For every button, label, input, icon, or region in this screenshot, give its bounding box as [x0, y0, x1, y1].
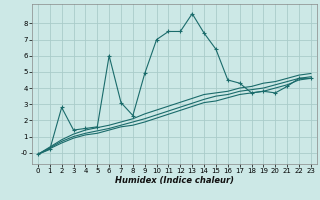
X-axis label: Humidex (Indice chaleur): Humidex (Indice chaleur) — [115, 176, 234, 185]
